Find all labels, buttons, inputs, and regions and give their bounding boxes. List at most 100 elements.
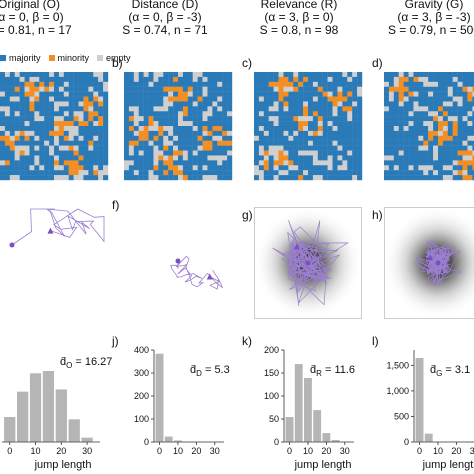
grid-cell — [103, 76, 109, 83]
grid-cell — [197, 96, 203, 102]
grid-cell — [0, 165, 6, 171]
grid-cell — [317, 91, 323, 97]
grid-cell — [19, 155, 25, 161]
grid-cell — [197, 121, 203, 127]
grid-cell — [403, 72, 409, 78]
grid-cell — [472, 106, 474, 112]
grid-cell — [178, 130, 184, 137]
grid-cell — [337, 116, 343, 122]
grid-cell — [227, 116, 233, 122]
grid-cell — [78, 86, 84, 92]
grid-cell — [263, 170, 269, 176]
grid-cell — [258, 140, 265, 146]
grid-cell — [408, 160, 414, 166]
grid-cell — [347, 106, 353, 112]
grid-cell — [63, 72, 69, 78]
grid-cell — [332, 106, 338, 112]
grid-cell — [202, 130, 208, 137]
grid-cell — [342, 160, 348, 166]
grid-cell — [148, 165, 154, 171]
grid-cell — [283, 101, 289, 107]
grid-cell — [442, 96, 449, 102]
grid-cell — [49, 135, 55, 141]
grid-cell — [293, 72, 299, 78]
grid-cell — [222, 135, 228, 141]
grid-cell — [83, 155, 89, 161]
grid-cell — [187, 160, 193, 166]
grid-cell — [342, 145, 348, 151]
grid-cell — [49, 86, 55, 92]
grid-cell — [73, 101, 79, 107]
grid-cell — [158, 160, 164, 166]
histogram-bar — [303, 377, 313, 443]
grid-cell — [308, 116, 314, 122]
grid-cell — [148, 106, 154, 112]
grid-cell — [138, 126, 144, 132]
grid-cell — [49, 126, 55, 132]
grid-cell — [227, 76, 233, 83]
y-tick-label: 400 — [134, 345, 149, 355]
grid-cell — [207, 101, 213, 107]
grid-cell — [438, 150, 444, 156]
grid-cell — [24, 121, 30, 127]
grid-cell — [423, 96, 429, 102]
grid-cell — [197, 126, 203, 132]
grid-cell — [178, 160, 184, 166]
grid-cell — [227, 170, 233, 176]
grid-cell — [34, 81, 40, 87]
grid-cell — [14, 140, 20, 146]
grid-cell — [19, 96, 25, 102]
grid-cell — [438, 121, 444, 127]
grid-cell — [433, 91, 439, 97]
grid-cell — [308, 170, 314, 176]
grid-cell — [403, 160, 409, 166]
grid-cell — [393, 155, 399, 161]
grid-cell — [283, 145, 289, 151]
grid-cell — [173, 91, 179, 97]
grid-cell — [327, 126, 333, 132]
grid-cell — [342, 106, 348, 112]
grid-cell — [308, 96, 314, 102]
grid-cell — [14, 116, 20, 122]
grid-cell — [428, 126, 434, 132]
grid-cell — [153, 165, 159, 171]
grid-cell — [428, 140, 434, 146]
grid-cell — [54, 170, 60, 176]
grid-cell — [278, 165, 284, 171]
grid-cell — [173, 145, 179, 151]
grid-cell — [278, 130, 284, 137]
grid-cell — [347, 140, 353, 146]
grid-cell — [212, 150, 218, 156]
grid-cell — [63, 135, 69, 141]
grid-cell — [98, 86, 104, 92]
grid-cell — [462, 86, 468, 92]
grid-cell — [423, 140, 429, 146]
y-tick-label: 300 — [134, 368, 149, 378]
grid-cell — [418, 106, 424, 112]
grid-cell — [93, 76, 99, 83]
grid-cell — [418, 140, 424, 146]
grid-cell — [357, 86, 363, 92]
grid-cell — [268, 106, 274, 112]
grid-cell — [357, 91, 363, 97]
grid-cell — [39, 72, 45, 78]
grid-cell — [347, 91, 353, 97]
grid-cell — [472, 81, 474, 87]
grid-cell — [88, 145, 94, 151]
grid-cell — [49, 96, 55, 102]
grid-cell — [312, 116, 319, 122]
grid-cell — [49, 81, 55, 87]
grid-cell — [68, 160, 74, 166]
grid-cell — [467, 116, 473, 122]
grid-cell — [263, 72, 269, 78]
grid-cell — [44, 91, 50, 97]
grid-cell — [217, 76, 223, 83]
grid-cell — [192, 145, 198, 151]
grid-cell — [308, 155, 314, 161]
grid-cell — [29, 121, 35, 127]
grid-cell — [98, 170, 104, 176]
grid-cell — [332, 175, 338, 181]
grid-cell — [24, 160, 30, 166]
grid-cell — [263, 96, 269, 102]
grid-cell — [288, 96, 294, 102]
